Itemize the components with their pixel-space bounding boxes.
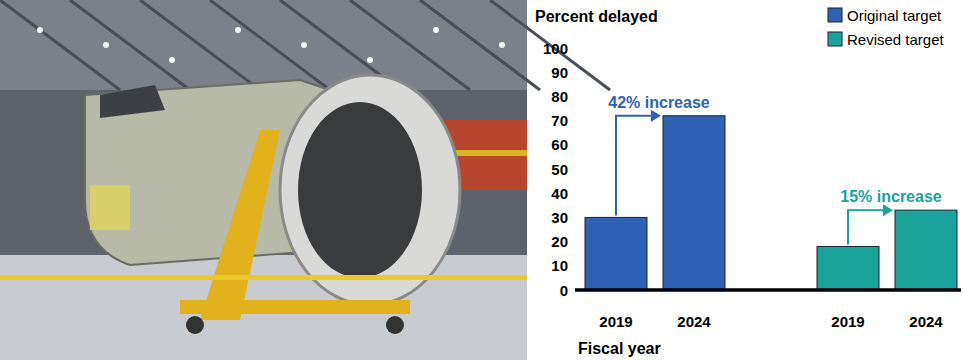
legend-label: Original target [847,7,942,24]
y-tick-label: 80 [551,88,568,105]
photo-beam [420,0,540,90]
annotation: 15% increase [840,188,942,205]
photo-light [103,42,109,48]
y-tick-label: 40 [551,185,568,202]
y-tick [572,72,575,73]
photo-bg [0,0,527,360]
photo-light [235,27,241,33]
y-tick-label: 10 [551,257,568,274]
photo-stand [200,130,280,320]
legend-swatch [828,32,842,46]
photo-light [499,42,505,48]
y-tick-label: 60 [551,136,568,153]
y-tick-label: 0 [560,282,568,299]
photo-cockpit [100,85,165,118]
photo [0,0,610,360]
photo-wheel [186,316,204,334]
photo-wheel [386,316,404,334]
photo-light [367,57,373,63]
x-axis-title: Fiscal year [578,340,661,357]
bar [817,246,879,290]
x-tick-label: 2019 [831,313,864,330]
legend-swatch [828,8,842,22]
photo-beam [70,0,190,90]
annotation-arrow [848,204,893,244]
photo-beam [0,0,120,90]
bar [585,217,647,290]
y-tick [572,217,575,218]
photo-light [37,27,43,33]
y-axis-title: Percent delayed [535,8,658,25]
arrow-head [651,110,661,122]
photo-light [433,27,439,33]
photo-ceiling [0,0,527,90]
photo-nacelle [280,75,460,305]
y-tick [572,96,575,97]
arrow-line [616,116,653,216]
y-tick-label: 90 [551,64,568,81]
y-tick [572,48,575,49]
y-tick-label: 70 [551,112,568,129]
x-tick-label: 2024 [909,313,943,330]
annotation-arrow [616,110,661,216]
photo-tape [0,275,527,280]
photo-beam [140,0,260,90]
y-tick [572,169,575,170]
legend-label: Revised target [847,31,945,48]
bars [585,116,957,290]
photo-nacelle-inner [298,102,422,278]
arrow-line [848,210,885,244]
photo-light [301,42,307,48]
y-tick [572,265,575,266]
x-tick-label: 2019 [599,313,632,330]
y-tick [572,241,575,242]
photo-floor [0,255,527,360]
page: Percent delayed 0 10 20 30 40 50 60 70 80 90 100 201… [0,0,963,360]
y-tick-label: 20 [551,233,568,250]
photo-insulation [90,185,130,230]
photo-beam [210,0,330,90]
y-tick-label: 50 [551,161,568,178]
photo-light [169,57,175,63]
y-tick [572,193,575,194]
y-tick [572,290,575,291]
y-tick [572,120,575,121]
y-tick-label: 100 [543,40,568,57]
bar [895,210,957,290]
arrow-head [883,204,893,216]
y-tick [572,144,575,145]
y-tick-label: 30 [551,209,568,226]
baseline [575,288,961,292]
annotation: 42% increase [608,94,710,111]
x-tick-label: 2024 [677,313,711,330]
bar [663,116,725,290]
photo-stand-base [180,300,410,314]
